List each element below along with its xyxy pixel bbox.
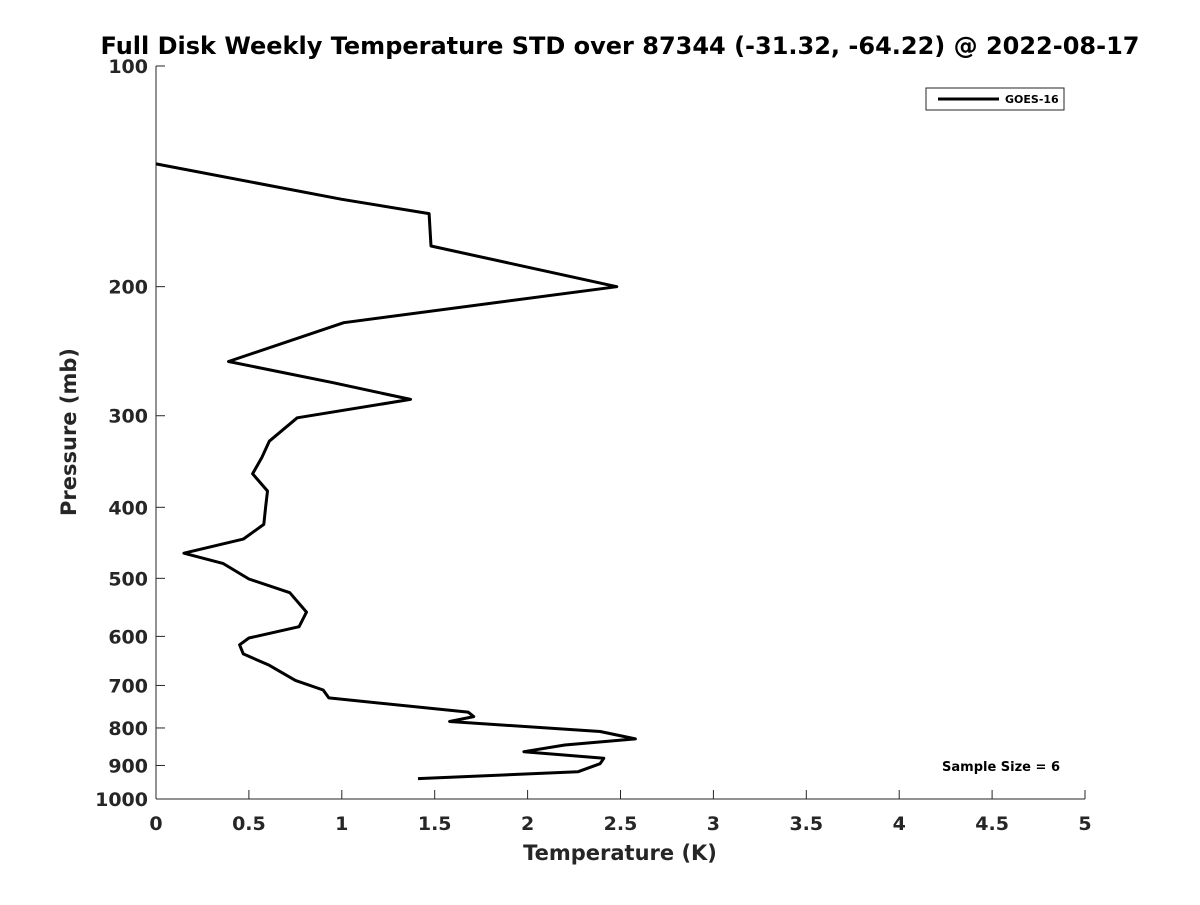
- y-tick-label: 800: [108, 718, 148, 740]
- x-axis-label: Temperature (K): [523, 841, 717, 865]
- y-tick-label: 100: [108, 56, 148, 78]
- x-tick-label: 1.5: [418, 813, 452, 835]
- x-tick-label: 3: [707, 813, 720, 835]
- x-tick-label: 3.5: [789, 813, 823, 835]
- x-tick-label: 2.5: [604, 813, 638, 835]
- series-line-goes-16: [155, 162, 637, 781]
- plot-area: [156, 66, 1085, 799]
- y-tick-label: 600: [108, 626, 148, 648]
- x-tick-label: 0.5: [232, 813, 266, 835]
- y-tick-label: 900: [108, 755, 148, 777]
- y-tick-label: 400: [108, 497, 148, 519]
- y-tick-label: 200: [108, 277, 148, 299]
- x-tick-label: 4: [893, 813, 906, 835]
- x-tick-label: 0: [149, 813, 162, 835]
- y-tick-label: 300: [108, 406, 148, 428]
- x-tick-label: 4.5: [975, 813, 1009, 835]
- x-tick-label: 2: [521, 813, 534, 835]
- sample-size-annotation: Sample Size = 6: [942, 760, 1060, 775]
- x-ticks: 0 0.5 1 1.5 2 2.5 3 3.5 4 4.5 5: [149, 790, 1092, 835]
- y-tick-label: 700: [108, 675, 148, 697]
- chart-title: Full Disk Weekly Temperature STD over 87…: [101, 32, 1140, 60]
- y-tick-label: 1000: [95, 789, 148, 811]
- legend: GOES-16: [925, 87, 1065, 111]
- y-ticks: 100 200 300 400 500 600 700 800 900 1000: [95, 56, 165, 811]
- x-tick-label: 5: [1078, 813, 1091, 835]
- x-tick-label: 1: [335, 813, 348, 835]
- series-group: [155, 162, 637, 781]
- y-axis-label: Pressure (mb): [57, 348, 81, 516]
- y-tick-label: 500: [108, 568, 148, 590]
- legend-label: GOES-16: [1005, 93, 1059, 106]
